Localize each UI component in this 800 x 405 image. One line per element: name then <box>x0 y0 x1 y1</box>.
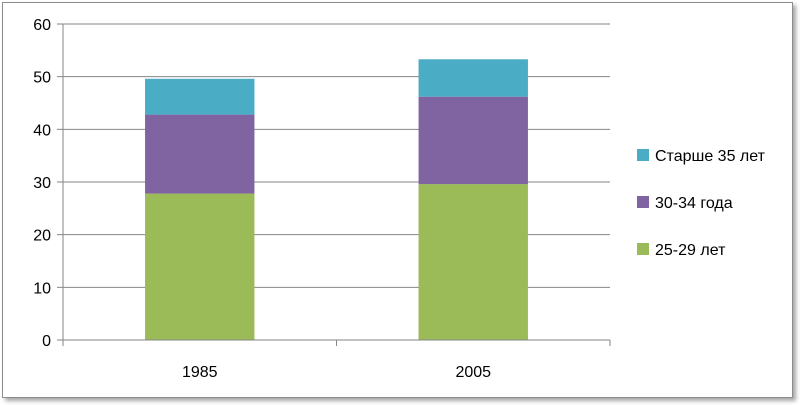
bars <box>145 59 528 340</box>
x-tick-label: 1985 <box>182 364 218 381</box>
legend-label: 25-29 лет <box>655 242 726 259</box>
bar-segment-30-34-года-1985 <box>145 114 255 194</box>
bar-segment-Старше-35-лет-1985 <box>145 78 255 115</box>
y-tick-label: 40 <box>33 122 51 139</box>
legend-label: 30-34 года <box>655 195 733 212</box>
y-tick-label: 20 <box>33 228 51 245</box>
bar-segment-30-34-года-2005 <box>418 96 528 185</box>
bar-segment-25-29-лет-2005 <box>418 184 528 340</box>
y-tick-label: 0 <box>42 333 51 350</box>
y-axis-tick-labels: 0 10 20 30 40 50 60 <box>33 17 51 350</box>
x-tick-label: 2005 <box>455 364 491 381</box>
y-tick-label: 10 <box>33 280 51 297</box>
legend: Старше 35 лет 30-34 года 25-29 лет <box>637 148 766 259</box>
legend-swatch <box>637 149 649 161</box>
bar-segment-25-29-лет-1985 <box>145 193 255 340</box>
y-tick-label: 60 <box>33 17 51 34</box>
legend-label: Старше 35 лет <box>655 148 766 165</box>
chart-frame <box>2 2 793 398</box>
y-tick-label: 30 <box>33 175 51 192</box>
axes <box>57 23 611 346</box>
legend-swatch <box>637 196 649 208</box>
bar-segment-Старше-35-лет-2005 <box>418 59 528 97</box>
y-tick-label: 50 <box>33 70 51 87</box>
x-axis-tick-labels: 1985 2005 <box>182 364 491 381</box>
legend-swatch <box>637 243 649 255</box>
